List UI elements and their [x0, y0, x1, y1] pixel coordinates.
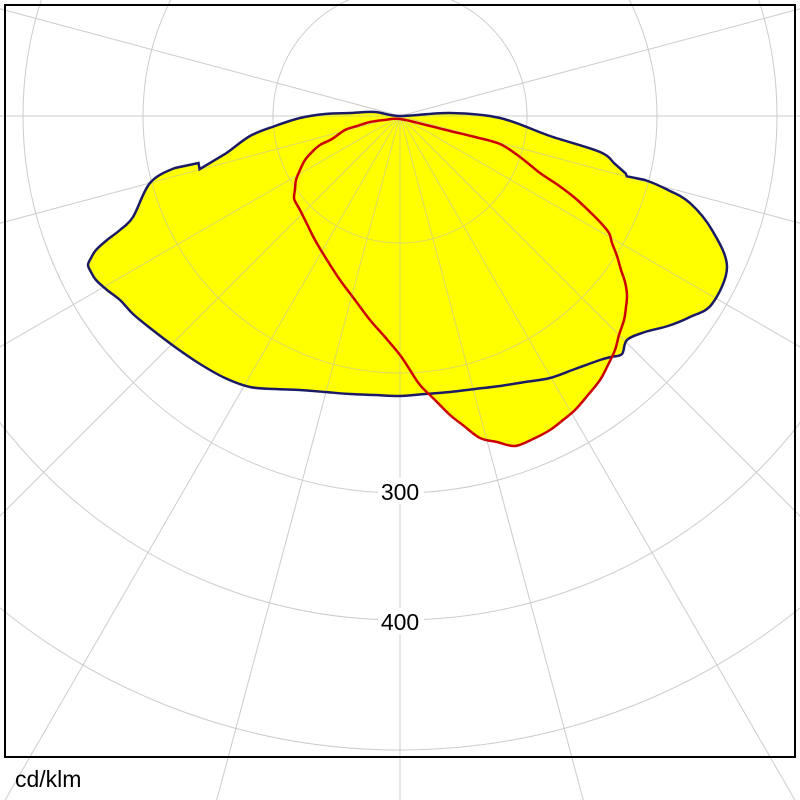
svg-text:300: 300 [381, 479, 419, 505]
svg-text:cd/klm: cd/klm [15, 766, 81, 792]
svg-text:400: 400 [381, 609, 419, 635]
